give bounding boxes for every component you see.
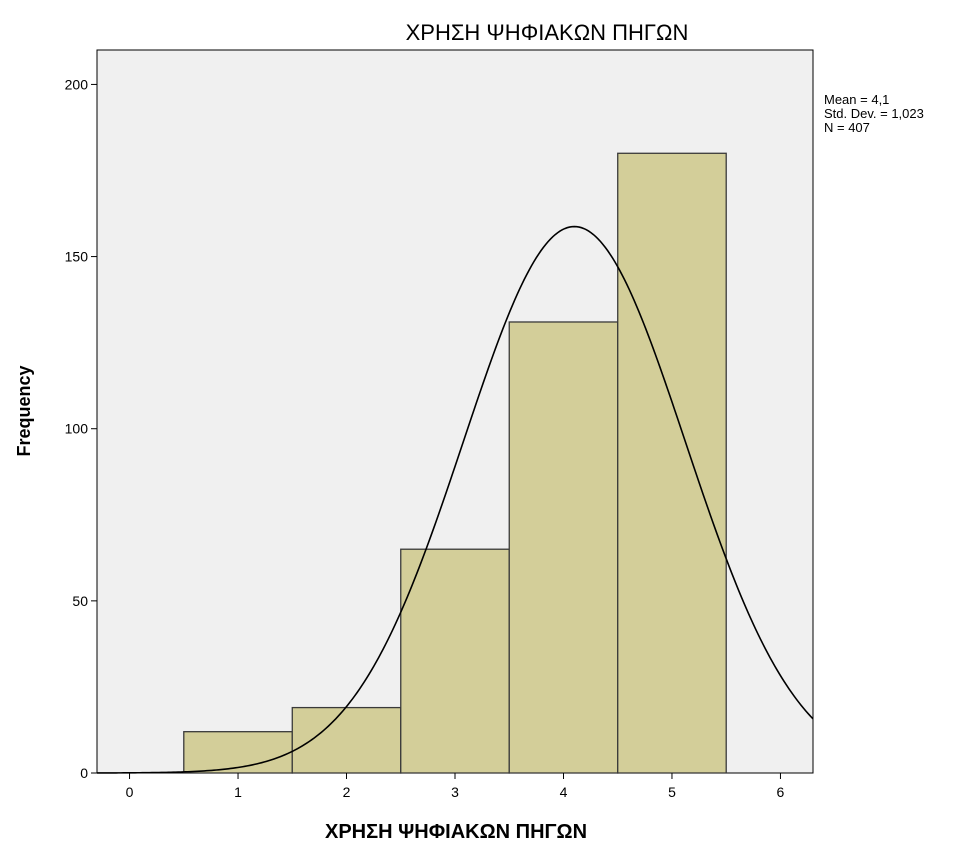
bar-5: [617, 152, 727, 774]
stat-mean: Mean = 4,1: [824, 92, 889, 107]
stat-std-dev: Std. Dev. = 1,023: [824, 106, 924, 121]
y-tick-label: 50: [72, 593, 88, 609]
x-tick-label: 3: [451, 784, 459, 800]
x-tick-label: 4: [560, 784, 568, 800]
bars-group: [183, 152, 727, 774]
bar-1: [183, 731, 293, 774]
axes-group: 0 50 100 150 200 0 1 2 3 4 5 6: [65, 76, 785, 800]
stat-n: N = 407: [824, 120, 870, 135]
stats-box: Mean = 4,1 Std. Dev. = 1,023 N = 407: [824, 92, 924, 135]
normal-curve: [96, 225, 814, 774]
y-tick-label: 0: [80, 765, 88, 781]
y-tick-label: 150: [65, 249, 89, 265]
bar-4: [508, 321, 619, 774]
chart-title: ΧΡΗΣΗ ΨΗΦΙΑΚΩΝ ΠΗΓΩΝ: [406, 20, 689, 45]
y-tick-label: 200: [65, 76, 89, 92]
x-tick-label: 0: [126, 784, 134, 800]
bar-2: [291, 706, 402, 774]
x-tick-label: 5: [668, 784, 676, 800]
y-axis-label: Frequency: [14, 365, 34, 456]
bar-3: [400, 548, 510, 774]
x-tick-label: 6: [777, 784, 785, 800]
x-axis-label: ΧΡΗΣΗ ΨΗΦΙΑΚΩΝ ΠΗΓΩΝ: [325, 821, 587, 843]
x-tick-label: 2: [343, 784, 351, 800]
x-tick-label: 1: [234, 784, 242, 800]
y-tick-label: 100: [65, 421, 89, 437]
